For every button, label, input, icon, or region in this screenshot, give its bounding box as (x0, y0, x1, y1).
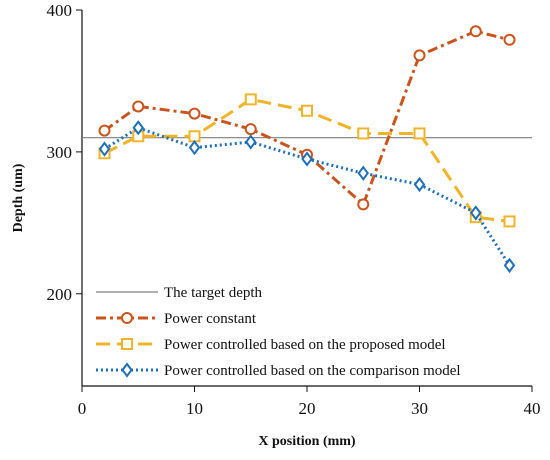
data-point (470, 205, 482, 221)
legend-label: Power constant (164, 311, 257, 327)
data-point (98, 141, 111, 157)
data-point (413, 127, 426, 140)
data-point (503, 215, 516, 228)
legend-item: Power controlled based on the comparison… (96, 362, 461, 379)
data-point (503, 33, 516, 46)
y-tick-label: 400 (47, 1, 73, 20)
y-axis-title: Depth (um) (11, 163, 26, 232)
x-tick-label: 20 (299, 399, 316, 418)
legend-item: The target depth (96, 285, 263, 301)
legend-marker (121, 338, 133, 350)
y-tick-label: 300 (47, 143, 73, 162)
data-point (357, 198, 370, 211)
series-group (98, 25, 516, 211)
legend-marker (121, 362, 133, 378)
x-tick-label: 40 (524, 399, 541, 418)
legend-item: Power constant (96, 311, 257, 327)
data-point (244, 93, 257, 106)
y-tick-label: 200 (47, 285, 73, 304)
x-tick-label: 10 (186, 399, 203, 418)
data-point (188, 107, 201, 120)
data-point (98, 124, 111, 137)
x-tick-label: 30 (411, 399, 428, 418)
data-point (413, 176, 426, 193)
data-point (301, 104, 313, 117)
x-tick-label: 0 (78, 399, 87, 418)
data-point (413, 49, 426, 62)
series-layer (98, 25, 516, 274)
data-point (301, 151, 313, 167)
data-point (503, 257, 516, 274)
data-point (469, 25, 482, 38)
data-point (245, 134, 257, 150)
legend-label: The target depth (164, 285, 263, 301)
series-group (98, 120, 516, 274)
data-point (132, 100, 145, 113)
legend: The target depth Power constant Power cont… (96, 285, 461, 379)
data-point (357, 165, 369, 181)
data-point (357, 127, 370, 140)
series-line (103, 126, 511, 267)
data-point (132, 120, 144, 136)
chart-axes: 0 10 20 30 40 200 300 400 (47, 1, 541, 418)
legend-item: Power controlled based on the proposed m… (96, 337, 446, 353)
legend-label: Power controlled based on the comparison… (164, 363, 461, 379)
legend-marker (121, 312, 133, 324)
data-point (188, 130, 201, 143)
data-point (244, 123, 257, 136)
legend-label: Power controlled based on the proposed m… (164, 337, 446, 353)
x-axis-title: X position (mm) (258, 434, 356, 449)
data-point (188, 139, 201, 156)
